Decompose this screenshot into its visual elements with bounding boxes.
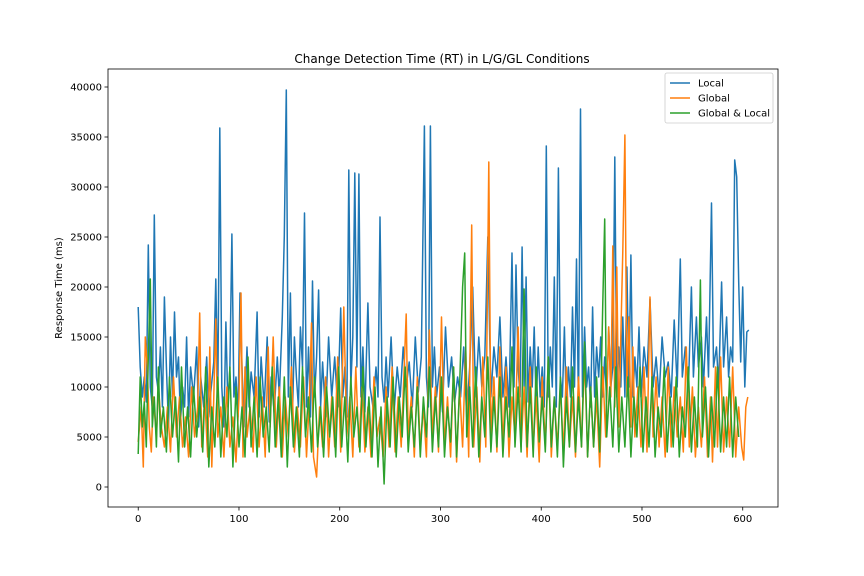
legend: Local Global Global & Local (664, 72, 774, 124)
y-axis-label: Response Time (ms) (54, 237, 65, 339)
x-axis: 0 100 200 300 400 500 600 (135, 507, 752, 525)
x-tick-label: 200 (330, 514, 349, 525)
plot-area (137, 89, 750, 485)
x-tick-label: 300 (431, 514, 450, 525)
legend-label: Global & Local (698, 109, 770, 120)
legend-box (664, 72, 774, 124)
y-tick-label: 0 (96, 483, 102, 494)
x-tick-label: 500 (632, 514, 651, 525)
y-tick-label: 40000 (70, 83, 102, 94)
y-tick-label: 15000 (70, 333, 102, 344)
series-line-global-local (137, 218, 740, 485)
x-tick-label: 100 (229, 514, 248, 525)
y-tick-label: 5000 (77, 433, 102, 444)
x-tick-label: 600 (733, 514, 752, 525)
x-tick-label: 0 (135, 514, 141, 525)
y-tick-label: 30000 (70, 183, 102, 194)
y-tick-label: 20000 (70, 283, 102, 294)
legend-label: Local (698, 79, 724, 90)
y-tick-label: 10000 (70, 383, 102, 394)
series-line-global (137, 134, 749, 478)
legend-label: Global (698, 94, 730, 105)
y-tick-label: 25000 (70, 233, 102, 244)
y-axis: 0 5000 10000 15000 20000 25000 30000 35000 40000 (70, 83, 108, 494)
chart-title: Change Detection Time (RT) in L/G/GL Con… (294, 52, 589, 66)
plot-frame (107, 68, 779, 508)
x-tick-label: 400 (532, 514, 551, 525)
y-tick-label: 35000 (70, 133, 102, 144)
